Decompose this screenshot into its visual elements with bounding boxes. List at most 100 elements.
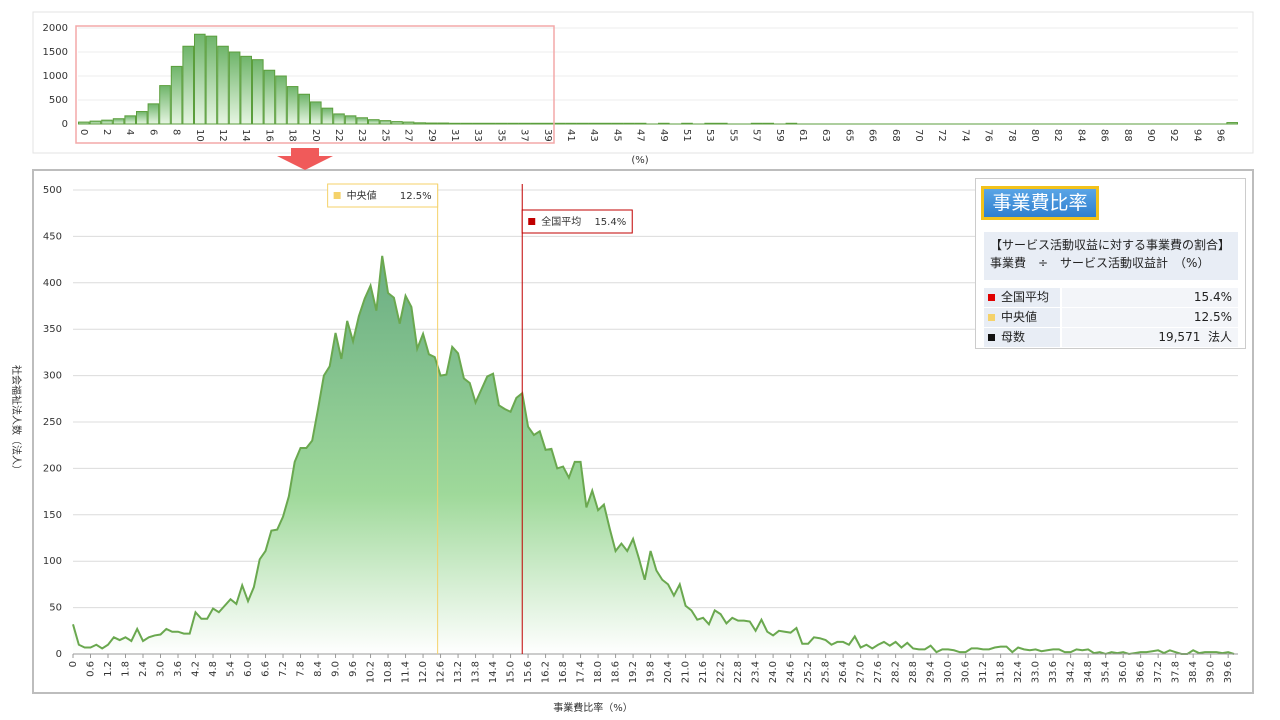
bar [611,122,624,125]
x-tick-label: 3.6 [173,661,184,677]
bar [472,122,484,125]
label-value: 12.5% [400,191,432,202]
bar [147,103,160,125]
x-tick-label: 22.8 [733,661,744,683]
bar [542,122,554,125]
bar [240,55,252,125]
x-tick-label: 1.8 [121,661,132,677]
x-tick-label: 31 [449,129,460,142]
x-tick-label: 6.0 [243,661,254,677]
x-axis-title: (%) [631,155,648,166]
x-tick-label: 53 [704,129,715,142]
x-tick-label: 2.4 [138,661,149,677]
line [72,255,1235,656]
stats-label: 母数 [1001,330,1026,344]
x-tick-label: 23 [356,129,367,142]
y-tick-label: 1500 [43,47,68,58]
x-tick-label: 18.0 [593,661,604,683]
x-tick-label: 16.8 [558,661,569,683]
x-axis-title: 事業費比率（%） [553,701,633,714]
bar [658,122,670,125]
x-tick-label: 84 [1075,129,1086,142]
x-tick-label: 27.6 [873,661,884,683]
bar [136,111,148,125]
y-tick-label: 0 [62,119,68,130]
x-tick-label: 0 [78,129,89,135]
stats-value-cell: 19,571 法人 [1062,328,1238,347]
x-tick-label: 32.4 [1013,661,1024,683]
bar [101,119,113,125]
x-tick-label: 61 [797,129,808,142]
x-tick-label: 43 [588,129,599,142]
x-tick-label: 21.0 [681,661,692,683]
x-tick-label: 76 [983,129,994,142]
bar [762,122,775,125]
x-tick-label: 26.4 [838,661,849,683]
bar [634,122,647,125]
x-tick-label: 29.4 [926,661,937,683]
bar [159,85,171,125]
y-tick-label: 450 [43,231,62,242]
bar [507,122,519,125]
x-tick-label: 55 [727,129,738,142]
bar [356,117,368,125]
x-tick-label: 27 [403,129,414,142]
x-tick-label: 92 [1168,129,1179,142]
x-tick-label: 14 [240,129,251,142]
y-tick-label: 200 [43,463,62,474]
bar [530,122,543,125]
x-tick-label: 4.2 [191,661,202,677]
x-tick-label: 37.2 [1153,661,1164,683]
x-tick-label: 24.0 [768,661,779,683]
y-tick-label: 500 [49,95,68,106]
bar [600,122,612,125]
x-tick-label: 19.8 [646,661,657,683]
x-tick-label: 45 [611,129,622,142]
x-tick-label: 78 [1006,129,1017,142]
x-tick-label: 35.4 [1101,661,1112,683]
x-tick-label: 7.2 [278,661,289,677]
x-tick-label: 74 [959,129,970,142]
label-box [521,209,633,234]
bar [391,121,403,125]
x-tick-label: 6 [147,129,158,135]
y-tick-label: 2000 [43,23,68,34]
info-panel: 事業費比率 【サービス活動収益に対する事業費の割合】 事業費 ÷ サービス活動収… [975,178,1246,349]
bar [182,45,194,125]
x-tick-label: 33.0 [1031,661,1042,683]
swatch [988,294,995,301]
panel-title: 事業費比率 [981,186,1099,220]
bar [310,101,322,125]
x-tick-label: 51 [681,129,692,142]
bar [449,122,461,125]
stats-row: 中央値 12.5% [984,308,1238,328]
x-tick-label: 39 [542,129,553,142]
x-tick-label: 4.8 [208,661,219,677]
x-tick-label: 37.8 [1171,661,1182,683]
y-tick-label: 50 [49,603,62,614]
x-tick-label: 9.6 [348,661,359,677]
x-tick-label: 90 [1145,129,1156,142]
x-tick-label: 15.6 [523,661,534,683]
x-tick-label: 29 [426,129,437,142]
x-tick-label: 37 [519,129,530,142]
x-tick-label: 12 [217,129,228,142]
y-tick-label: 100 [43,556,62,567]
x-tick-label: 33.6 [1048,661,1059,683]
bar [704,122,717,125]
x-tick-label: 94 [1191,129,1202,142]
x-tick-label: 24.6 [786,661,797,683]
x-tick-label: 39.0 [1206,661,1217,683]
x-tick-label: 11.4 [401,661,412,683]
x-tick-label: 8 [171,129,182,135]
x-tick-label: 1.2 [103,661,114,677]
bar [402,121,415,125]
x-tick-label: 28.8 [908,661,919,683]
bar [553,122,566,125]
x-tick-label: 9.0 [331,661,342,677]
bar [460,122,473,125]
y-tick-label: 400 [43,278,62,289]
bar [785,122,798,125]
